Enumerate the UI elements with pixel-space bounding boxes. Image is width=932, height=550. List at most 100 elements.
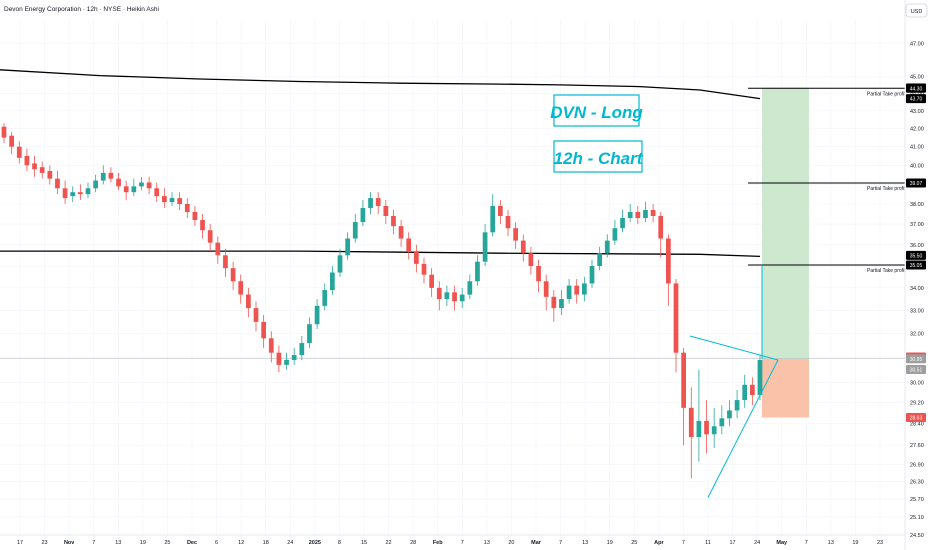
annotation-12h-chart[interactable]: 12h - Chart [553, 140, 644, 173]
price-tick-label: 37.00 [910, 222, 924, 228]
candle-up [299, 343, 305, 356]
price-badge-label: 30.95 [910, 357, 923, 363]
price-badge-label: 43.70 [910, 97, 923, 103]
candle-up [368, 198, 373, 208]
candle-up [459, 294, 465, 302]
candle-down [391, 215, 396, 227]
time-tick-label: 13 [582, 540, 588, 546]
candle-down [543, 281, 549, 297]
price-tick-label: 36.00 [910, 243, 924, 249]
candle-down [658, 215, 664, 239]
time-tick-label: 13 [484, 540, 490, 546]
time-tick-label: 15 [361, 540, 367, 546]
time-tick-label: May [776, 540, 788, 546]
candle-up [100, 172, 106, 181]
candle-down [421, 263, 427, 275]
time-tick-label: 24 [287, 540, 293, 546]
price-badge-label: 44.30 [910, 86, 923, 92]
candle-down [200, 220, 205, 231]
candle-down [383, 205, 389, 216]
candle-up [329, 272, 335, 291]
candle-down [497, 205, 503, 216]
price-tick-label: 40.00 [910, 163, 924, 169]
price-tick-label: 24.50 [910, 533, 924, 539]
candle-down [238, 281, 244, 295]
candle-up [85, 188, 91, 195]
candle-down [375, 198, 381, 206]
price-badges: 44.3444.3043.7039.0735.5035.0531.0230.95… [906, 83, 926, 423]
candle-down [513, 228, 519, 241]
time-tick-label: 12 [238, 540, 244, 546]
time-tick-label: 19 [852, 540, 858, 546]
candle-down [749, 384, 755, 395]
time-tick-label: 19 [140, 540, 146, 546]
price-tick-label: 25.70 [910, 497, 924, 503]
position-zones [0, 87, 905, 418]
candle-down [1, 126, 7, 138]
price-tick-label: 41.00 [910, 145, 924, 151]
currency-button[interactable] [905, 3, 928, 18]
candle-up [139, 182, 144, 187]
candle-up [490, 205, 496, 233]
candle-up [597, 253, 603, 267]
candle-down [32, 163, 37, 170]
candle-up [337, 255, 343, 273]
price-tick-label: 25.10 [910, 515, 924, 521]
candle-down [230, 268, 236, 282]
price-badge [906, 250, 926, 260]
candle-down [177, 198, 183, 204]
annotation-dvn-long[interactable]: DVN - Long [550, 94, 643, 127]
candle-up [757, 359, 763, 395]
price-badge [906, 365, 926, 375]
moving-average-line [0, 250, 761, 258]
price-tick-label: 26.30 [910, 480, 924, 486]
candle-down [665, 238, 671, 284]
time-tick-label: 17 [17, 540, 23, 546]
candle-down [146, 182, 152, 189]
trendline [707, 359, 779, 498]
candle-down [688, 407, 694, 437]
candle-down [528, 253, 534, 267]
price-tick-label: 38.00 [910, 202, 924, 208]
price-tick-label: 33.00 [910, 308, 924, 314]
price-badge [906, 94, 926, 104]
candle-up [589, 266, 595, 284]
candle-up [93, 180, 99, 189]
candle-down [184, 203, 190, 212]
candle-up [314, 305, 320, 325]
candle-down [24, 155, 30, 166]
candle-up [643, 209, 648, 219]
time-tick-label: 7 [92, 540, 95, 546]
time-tick-label: Feb [433, 540, 443, 546]
stop-zone [762, 358, 809, 418]
candle-up [612, 228, 618, 241]
candle-up [169, 198, 175, 203]
price-badge-label: 39.07 [910, 181, 923, 187]
price-badge [906, 178, 926, 188]
annotation-text-2: 12h - Chart [554, 149, 644, 168]
currency-label: USD [911, 9, 923, 15]
candle-down [635, 211, 641, 219]
candle-up [742, 384, 748, 401]
price-badge [906, 260, 926, 270]
time-tick-label: 7 [805, 540, 808, 546]
price-tick-label: 26.90 [910, 463, 924, 469]
candle-down [39, 167, 45, 173]
price-badge-label: 35.05 [910, 263, 923, 269]
time-tick-label: 25 [631, 540, 637, 546]
price-tick-label: 47.00 [910, 42, 924, 48]
candle-down [77, 192, 83, 195]
time-tick-label: 23 [42, 540, 48, 546]
price-badge [906, 83, 926, 93]
candle-down [9, 135, 15, 147]
candles [1, 123, 763, 479]
candle-down [429, 274, 435, 288]
time-tick-label: Dec [187, 540, 197, 546]
candle-up [352, 222, 358, 239]
annotation-text-1: DVN - Long [550, 103, 643, 122]
candle-down [413, 251, 419, 264]
time-tick-label: 28 [410, 540, 416, 546]
candle-up [131, 186, 137, 193]
